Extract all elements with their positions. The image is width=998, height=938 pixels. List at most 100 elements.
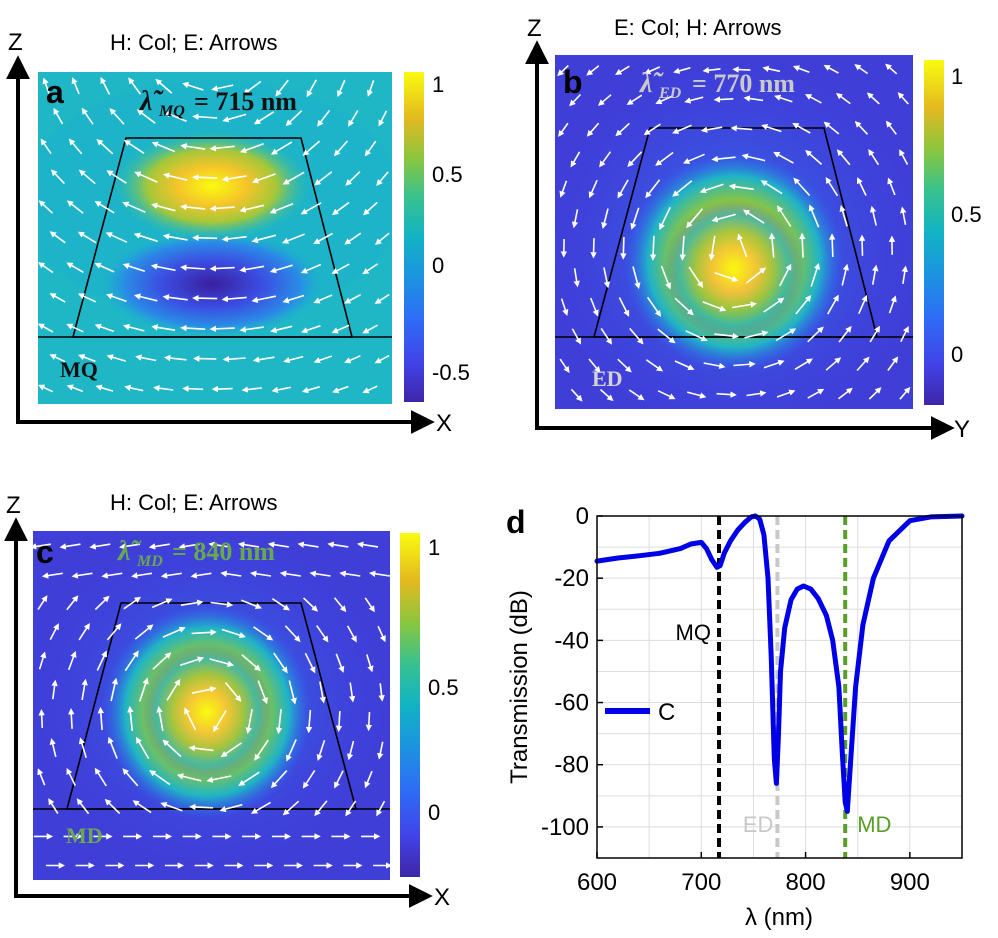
panel-b-field-arrow [630,207,640,230]
panel-a-field-arrow [123,139,145,154]
panel-b-field-arrow [854,120,869,135]
panel-c-field-arrow [335,653,345,673]
panel-b-field-arrow [588,179,598,199]
panel-c-field-arrow [271,598,290,611]
chart-grid [597,516,962,858]
chart-x-tick-label: 700 [681,869,721,896]
panel-a-field-arrow [348,110,359,127]
panel-a-field-arrow [155,78,173,94]
panel-b-field-arrow [741,153,766,162]
panel-a-field-arrow [78,354,96,363]
panel-a-field-arrow [317,109,331,127]
svg-text:ED: ED [658,85,682,102]
panel-b-field-arrow [793,177,811,197]
panel-b-field-arrow [649,235,657,261]
panel-c-field-arrow [347,740,355,761]
panel-a-field-arrow [221,295,247,303]
panel-a-field-arrow [362,201,378,216]
panel-b-field-arrow [573,268,580,288]
panel-b-field-arrow [560,298,569,316]
panel-b-field-arrow [626,94,643,106]
panel-c-field-arrow [138,677,149,702]
panel-c-field-arrow [357,541,379,548]
panel-a-field-arrow [53,107,64,125]
panel-c-field-arrow [51,679,58,700]
panel-c-field-arrow [96,650,107,671]
panel-a-field-arrow [332,385,349,394]
panel-a-field-arrow [282,171,305,185]
panel-b-field-arrow [901,265,908,285]
panel-c-field-arrow [66,595,79,611]
panel-c-field-arrow [241,654,261,672]
panel-a-field-arrow [374,232,390,245]
panel-b-field-arrow [632,266,641,290]
panel-b-field-arrow [655,151,674,166]
panel-b-colorbar-tick: 0.5 [951,202,982,227]
panel-c-field-arrow [220,742,242,758]
panel-b-field-arrow [589,297,599,317]
panel-b-field-arrow [838,387,853,400]
panel-b-field-arrow [897,92,909,105]
panel-b-field-arrow [866,92,880,105]
panel-b-field-arrow [900,325,909,343]
panel-b-field-arrow [708,235,716,261]
panel-a-field-map [38,72,392,404]
panel-c-field-arrow [377,625,386,643]
panel-a-colorbar-tick: 0 [432,253,444,278]
panel-b-field-arrow [835,93,851,105]
panel-b-letter: b [563,64,583,100]
panel-a-title: H: Col; E: Arrows [110,30,277,55]
panel-b-field-arrow [615,122,630,137]
panel-a-field-arrow [50,169,65,185]
panel-b-field-arrow [679,235,686,261]
panel-b-field-arrow [599,388,614,402]
panel-b-field-arrow [856,356,870,372]
panel-c-field-arrow [190,572,212,579]
panel-c-field-arrow [41,572,63,579]
panel-b-field-arrow [713,96,734,103]
panel-a-field-arrow [209,145,235,152]
panel-c-field-arrow [151,598,173,609]
panel-a-field-arrow [133,232,158,243]
panel-b-field-arrow [899,386,911,400]
panel-c-field-arrow [122,768,139,787]
panel-b-field-arrow [685,330,708,342]
panel-a-field-arrow [362,385,378,394]
panel-a-field-arrow [122,263,146,273]
panel-a-field-arrow [313,355,333,364]
panel-b-field-arrow [836,149,851,166]
svg-text:= 715 nm: = 715 nm [194,87,297,116]
chart-y-tick-label: -20 [554,565,589,592]
panel-a-field-arrow [366,80,375,97]
panel-c-field-arrow [162,739,182,758]
panel-b-field-arrow [559,180,568,198]
chart-marker-label-mq: MQ [676,620,711,645]
panel-a-field-arrow [253,111,275,125]
chart-marker-label-md: MD [857,812,891,837]
panel-a-field-arrow [211,385,233,393]
panel-a-field-arrow [133,293,158,302]
panel-b-field-arrow [703,362,726,370]
panel-a-field-arrow [337,79,346,98]
panel-a-field-arrow [151,324,176,331]
panel-c-field-arrow [345,800,357,817]
panel-b-z-label: Z [527,15,542,42]
panel-a-field-arrow [300,324,321,334]
panel-b-field-arrow [871,264,879,285]
panel-a-field-arrow [378,110,388,127]
chart-x-axis-label: λ (nm) [745,904,813,931]
panel-b-field-arrow [711,155,736,163]
panel-a-field-arrow [180,203,206,211]
svg-text:= 840 nm: = 840 nm [172,537,275,566]
panel-a-field-arrow [269,202,294,214]
panel-b-field-arrow [557,65,569,77]
panel-c-letter: c [36,534,54,570]
panel-b-field-arrow [777,205,792,227]
panel-a-field-arrow [239,204,265,213]
panel-b-field-arrow [825,357,842,371]
panel-c-field-arrow [220,570,242,577]
panel-a-field-arrow [243,80,262,95]
chart-y-tick-label: -60 [554,690,589,717]
panel-a-field-arrow [135,354,157,362]
